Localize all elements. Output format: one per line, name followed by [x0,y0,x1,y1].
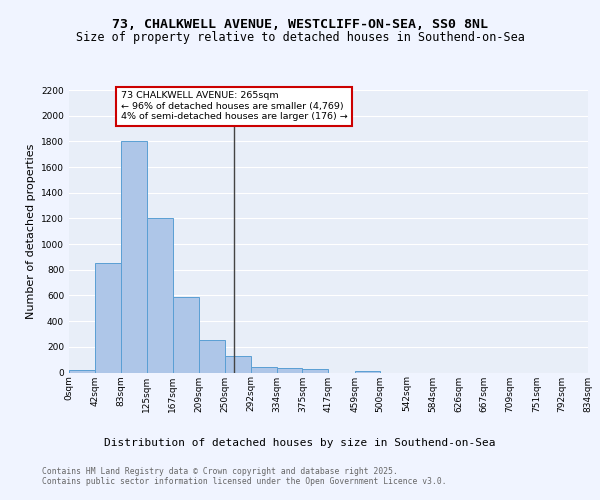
Bar [251,366,277,372]
Text: 73 CHALKWELL AVENUE: 265sqm
← 96% of detached houses are smaller (4,769)
4% of s: 73 CHALKWELL AVENUE: 265sqm ← 96% of det… [121,92,347,121]
Text: Size of property relative to detached houses in Southend-on-Sea: Size of property relative to detached ho… [76,31,524,44]
Bar [199,340,224,372]
Text: Distribution of detached houses by size in Southend-on-Sea: Distribution of detached houses by size … [104,438,496,448]
Text: Contains public sector information licensed under the Open Government Licence v3: Contains public sector information licen… [42,477,446,486]
Bar [69,370,95,372]
Y-axis label: Number of detached properties: Number of detached properties [26,144,35,319]
Bar [224,356,251,372]
Bar [173,296,199,372]
Bar [277,368,302,372]
Bar [95,264,121,372]
Bar [121,142,147,372]
Text: 73, CHALKWELL AVENUE, WESTCLIFF-ON-SEA, SS0 8NL: 73, CHALKWELL AVENUE, WESTCLIFF-ON-SEA, … [112,18,488,30]
Bar [147,218,173,372]
Bar [355,370,380,372]
Bar [302,370,329,372]
Text: Contains HM Land Registry data © Crown copyright and database right 2025.: Contains HM Land Registry data © Crown c… [42,467,398,476]
